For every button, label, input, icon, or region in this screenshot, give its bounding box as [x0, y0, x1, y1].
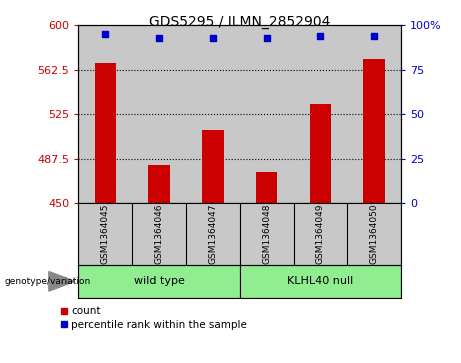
Text: GSM1364050: GSM1364050: [370, 204, 378, 265]
Text: KLHL40 null: KLHL40 null: [287, 276, 354, 286]
Text: wild type: wild type: [134, 276, 184, 286]
Bar: [240, 265, 401, 298]
Text: GSM1364047: GSM1364047: [208, 204, 217, 264]
Bar: [310, 104, 331, 203]
Text: GSM1364049: GSM1364049: [316, 204, 325, 264]
Legend: count, percentile rank within the sample: count, percentile rank within the sample: [60, 306, 247, 330]
Point: [371, 33, 378, 39]
Point: [263, 35, 270, 41]
Text: GSM1364045: GSM1364045: [101, 204, 110, 264]
Text: genotype/variation: genotype/variation: [5, 277, 91, 286]
Bar: [202, 130, 224, 203]
Bar: [95, 64, 116, 203]
Text: GSM1364046: GSM1364046: [154, 204, 164, 264]
Point: [101, 31, 109, 37]
Polygon shape: [49, 272, 75, 291]
Bar: [148, 165, 170, 203]
Bar: [363, 58, 385, 203]
Point: [209, 35, 217, 41]
Bar: [256, 172, 278, 203]
Point: [155, 35, 163, 41]
Point: [317, 33, 324, 39]
Bar: [78, 265, 240, 298]
Text: GDS5295 / ILMN_2852904: GDS5295 / ILMN_2852904: [149, 15, 331, 29]
Text: GSM1364048: GSM1364048: [262, 204, 271, 264]
